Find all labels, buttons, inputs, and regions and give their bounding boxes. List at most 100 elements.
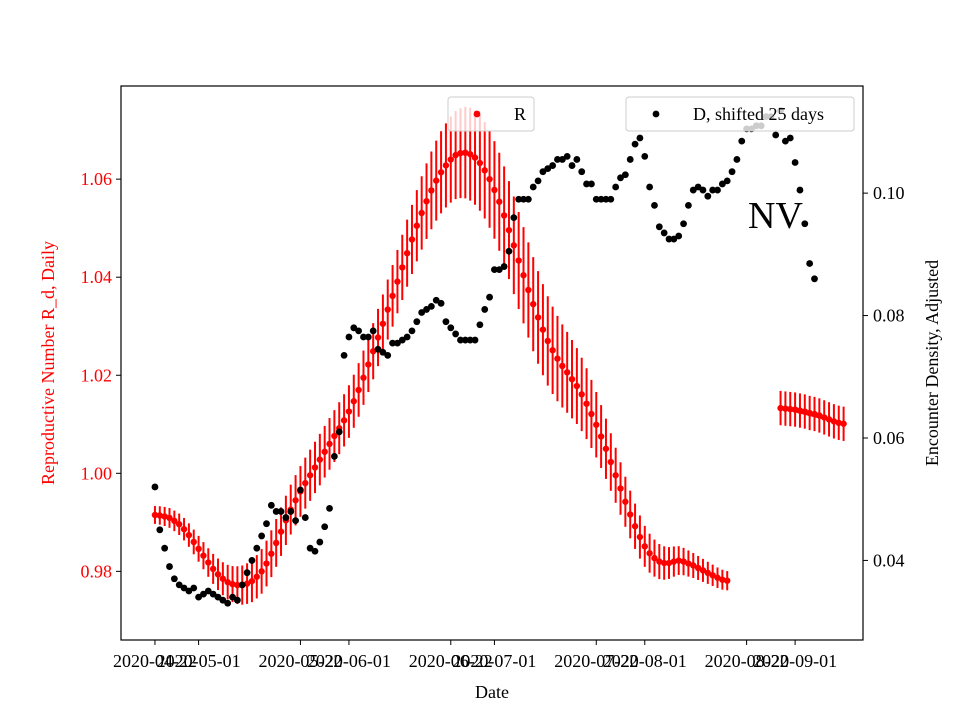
d-point: [714, 186, 721, 194]
r-point: [365, 361, 372, 368]
d-point: [680, 220, 687, 228]
d-point: [806, 260, 814, 267]
r-point: [466, 150, 474, 158]
r-point: [268, 550, 275, 557]
d-point: [466, 336, 474, 344]
r-point: [641, 543, 648, 550]
r-point: [433, 177, 440, 184]
d-point: [243, 569, 251, 577]
r-point: [258, 568, 265, 575]
d-point: [301, 514, 309, 521]
r-point: [612, 472, 619, 479]
d-point: [549, 162, 557, 169]
d-point: [481, 306, 489, 313]
d-point: [364, 333, 372, 341]
d-point: [238, 581, 246, 589]
d-point: [394, 339, 401, 347]
d-point: [185, 587, 193, 595]
d-point: [602, 195, 610, 203]
d-point: [689, 186, 697, 194]
r-point: [272, 539, 280, 547]
d-point: [403, 333, 411, 341]
r-point: [442, 162, 450, 169]
d-point: [306, 544, 314, 552]
r-point: [694, 564, 702, 572]
d-point: [248, 557, 256, 564]
d-point: [646, 183, 654, 191]
legend-r: R: [447, 96, 535, 132]
x-tick-label: 2020-07-22: [554, 651, 638, 671]
d-point: [631, 140, 639, 148]
r-point: [462, 149, 469, 156]
r-point: [360, 374, 367, 381]
r-point: [496, 198, 503, 205]
d-point: [287, 508, 295, 515]
r-point: [714, 574, 721, 581]
d-point: [214, 593, 222, 601]
d-point: [166, 563, 173, 570]
y-left-tick-label: 1.02: [81, 365, 113, 385]
x-tick-label: 2020-08-22: [705, 651, 789, 671]
d-point: [544, 165, 552, 173]
d-point: [297, 486, 304, 494]
d-point: [811, 275, 818, 283]
r-point: [520, 272, 527, 279]
d-point: [505, 247, 513, 255]
d-point: [258, 532, 266, 540]
r-point: [559, 362, 566, 370]
annotation-nv: NV: [748, 195, 803, 237]
y-axis-label-left: Reproductive Number R_d, Daily: [38, 241, 58, 485]
legend-r-box: [447, 96, 535, 132]
r-point: [326, 440, 333, 448]
r-point: [161, 513, 168, 520]
r-point: [544, 337, 551, 345]
d-point: [374, 345, 382, 353]
r-point: [500, 212, 508, 219]
r-point: [578, 391, 585, 398]
r-point: [636, 533, 644, 541]
d-point: [175, 581, 183, 589]
d-point: [233, 596, 241, 604]
d-point: [709, 186, 717, 194]
r-point: [534, 314, 542, 321]
d-point: [457, 336, 464, 344]
d-point: [675, 232, 683, 240]
d-point: [723, 177, 731, 185]
d-point: [782, 137, 789, 145]
r-point: [607, 458, 615, 466]
r-point: [219, 575, 227, 582]
d-point: [529, 183, 537, 191]
y-right-tick-label: 0.04: [873, 550, 905, 570]
r-point: [539, 326, 547, 333]
d-point: [253, 544, 261, 552]
r-point: [597, 433, 605, 440]
d-point: [292, 517, 299, 525]
x-tick-label: 2020-05-01: [157, 651, 241, 671]
d-point: [277, 508, 285, 515]
d-point: [733, 156, 741, 163]
d-point: [738, 137, 746, 145]
d-point: [200, 590, 207, 598]
r-point: [588, 410, 595, 418]
x-tick-label: 2020-05-22: [258, 651, 342, 671]
r-point: [627, 511, 634, 518]
r-point: [156, 512, 163, 519]
d-point: [360, 333, 367, 341]
d-point: [219, 596, 227, 604]
r-point: [660, 559, 668, 567]
d-point: [558, 156, 566, 163]
d-point: [195, 593, 202, 601]
legend-r-label: R: [514, 104, 526, 124]
r-point: [311, 464, 319, 471]
y-right-tick-label: 0.10: [873, 183, 905, 203]
r-point: [602, 445, 610, 452]
r-point: [699, 567, 707, 574]
d-point: [612, 183, 620, 191]
legend-d-label: D, shifted 25 days: [693, 104, 824, 124]
d-point: [311, 547, 319, 555]
d-point: [568, 162, 576, 169]
r-point: [205, 559, 212, 566]
r-point: [418, 209, 425, 217]
x-tick-label: 2020-09-01: [753, 651, 837, 671]
d-point: [704, 192, 712, 200]
